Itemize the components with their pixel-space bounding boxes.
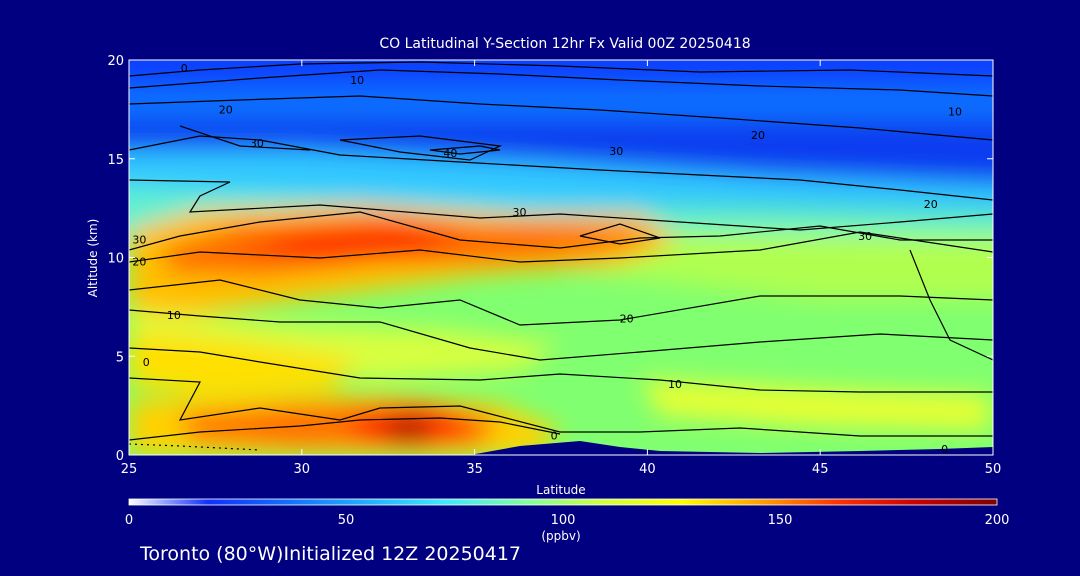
contour-label: 0 (143, 356, 150, 369)
contour-lines (129, 61, 993, 451)
x-tick-label: 40 (639, 462, 656, 477)
x-tick-label: 45 (812, 462, 829, 477)
contour-label: 0 (941, 443, 948, 456)
colorbar-tick-label: 0 (125, 513, 133, 528)
contour-label: 10 (167, 309, 181, 322)
contour-label: 0 (181, 62, 188, 75)
contour-label: 10 (948, 105, 962, 118)
contour-label: 30 (513, 206, 527, 219)
contour-label: 30 (250, 137, 264, 150)
contour-label: 40 (443, 147, 457, 160)
y-tick-label: 10 (107, 252, 124, 267)
contour-label: 20 (751, 129, 765, 142)
colorbar-units: (ppbv) (541, 529, 580, 543)
contour-label: 20 (924, 198, 938, 211)
y-tick-label: 20 (107, 54, 124, 69)
y-tick-label: 15 (107, 153, 124, 168)
colorbar-tick-label: 50 (338, 513, 355, 528)
y-tick-label: 0 (116, 449, 124, 464)
colorbar-tick-label: 150 (768, 513, 793, 528)
x-axis: 25 30 35 40 45 50 (121, 60, 1002, 477)
contour-label: 20 (219, 103, 233, 116)
co-concentration-field (129, 60, 993, 455)
colorbar-tick-label: 100 (551, 513, 576, 528)
y-axis: 0 5 10 15 20 (107, 54, 993, 464)
contour-label: 20 (620, 313, 634, 326)
contour-label: 30 (609, 145, 623, 158)
x-tick-label: 25 (121, 462, 138, 477)
colorbar-ticks: 0 50 100 150 200 (125, 513, 1010, 528)
contour-label: 0 (551, 429, 558, 442)
colorbar (128, 498, 998, 506)
chart-title: CO Latitudinal Y-Section 12hr Fx Valid 0… (379, 36, 751, 52)
colorbar-tick-label: 200 (985, 513, 1010, 528)
x-tick-label: 35 (466, 462, 483, 477)
contour-labels: 0 10 20 30 40 30 20 10 20 30 30 30 20 10 20 0 10 0 0 (132, 62, 962, 456)
x-axis-label: Latitude (536, 483, 585, 497)
y-axis-label: Altitude (km) (86, 219, 100, 298)
contour-label: 20 (132, 255, 146, 268)
x-tick-label: 30 (294, 462, 311, 477)
y-tick-label: 5 (116, 350, 124, 365)
contour-label: 10 (350, 74, 364, 87)
contour-label: 30 (858, 230, 872, 243)
x-tick-label: 50 (985, 462, 1002, 477)
footer-info: Toronto (80°W)Initialized 12Z 20250417 (140, 543, 522, 565)
contour-label: 30 (132, 234, 146, 247)
contour-label: 10 (668, 378, 682, 391)
